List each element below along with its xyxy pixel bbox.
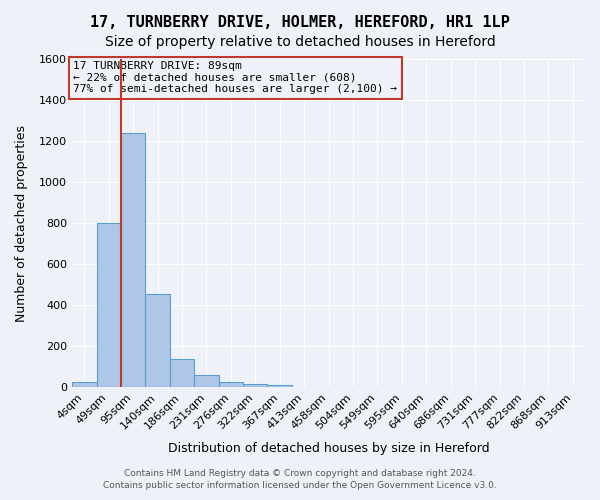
Text: 17, TURNBERRY DRIVE, HOLMER, HEREFORD, HR1 1LP: 17, TURNBERRY DRIVE, HOLMER, HEREFORD, H… [90, 15, 510, 30]
Y-axis label: Number of detached properties: Number of detached properties [15, 124, 28, 322]
X-axis label: Distribution of detached houses by size in Hereford: Distribution of detached houses by size … [168, 442, 490, 455]
Text: Contains HM Land Registry data © Crown copyright and database right 2024.
Contai: Contains HM Land Registry data © Crown c… [103, 468, 497, 490]
Text: Size of property relative to detached houses in Hereford: Size of property relative to detached ho… [104, 35, 496, 49]
Bar [72, 382, 97, 387]
Bar [243, 384, 268, 387]
Bar [218, 382, 243, 387]
Bar [194, 374, 218, 387]
Bar [121, 133, 145, 387]
Bar [97, 223, 121, 387]
Bar [268, 384, 292, 387]
Text: 17 TURNBERRY DRIVE: 89sqm
← 22% of detached houses are smaller (608)
77% of semi: 17 TURNBERRY DRIVE: 89sqm ← 22% of detac… [73, 61, 397, 94]
Bar [170, 360, 194, 387]
Bar [145, 294, 170, 387]
